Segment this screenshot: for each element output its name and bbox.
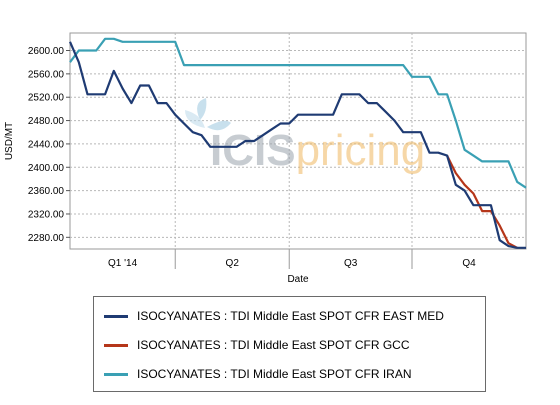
y-tick-label: 2320.00 [28, 209, 65, 220]
y-tick-label: 2560.00 [28, 69, 65, 80]
x-tick-label: Q1 '14 [108, 258, 138, 269]
y-tick-label: 2280.00 [28, 233, 65, 244]
legend-swatch [104, 343, 128, 347]
legend-label: ISOCYANATES : TDI Middle East SPOT CFR E… [137, 309, 444, 323]
legend-label: ISOCYANATES : TDI Middle East SPOT CFR G… [137, 338, 410, 352]
legend-label: ISOCYANATES : TDI Middle East SPOT CFR I… [137, 367, 412, 381]
grid [70, 33, 526, 249]
legend-swatch [104, 314, 128, 318]
watermark-icis: ICIS [210, 126, 296, 175]
y-tick-label: 2600.00 [28, 46, 65, 57]
watermark-logo-icon [185, 98, 231, 131]
x-tick-label: Q4 [462, 258, 476, 269]
legend-item-3: ISOCYANATES : TDI Middle East SPOT CFR I… [104, 365, 412, 383]
y-tick-label: 2360.00 [28, 186, 65, 197]
x-axis-title: Date [287, 274, 309, 285]
x-tick-label: Q2 [226, 258, 240, 269]
series-line-2 [446, 155, 518, 249]
y-axis: 2280.00 2320.00 2360.00 2400.00 2440.00 2480.… [28, 46, 70, 244]
svg-text:ICISpricing: ICISpricing [210, 126, 425, 175]
x-axis: Q1 '14 Q2 Q3 Q4 [108, 249, 476, 269]
chart: ICISpricing 2280.00 2320.00 2360.00 2400.00… [4, 32, 527, 285]
legend-item-2: ISOCYANATES : TDI Middle East SPOT CFR G… [104, 336, 410, 354]
watermark-pricing: pricing [296, 126, 426, 175]
y-tick-label: 2520.00 [28, 93, 65, 104]
watermark: ICISpricing [185, 98, 425, 175]
series-lines [68, 37, 527, 249]
y-tick-label: 2480.00 [28, 116, 65, 127]
y-tick-label: 2440.00 [28, 139, 65, 150]
y-tick-label: 2400.00 [28, 163, 65, 174]
legend-swatch [104, 372, 128, 376]
series-line-1 [68, 41, 526, 249]
y-axis-title: USD/MT [4, 122, 15, 160]
series-line-3 [69, 37, 527, 189]
legend: ISOCYANATES : TDI Middle East SPOT CFR E… [93, 296, 486, 392]
legend-item-1: ISOCYANATES : TDI Middle East SPOT CFR E… [104, 307, 444, 325]
x-tick-label: Q3 [344, 258, 358, 269]
plot-area [69, 32, 527, 250]
